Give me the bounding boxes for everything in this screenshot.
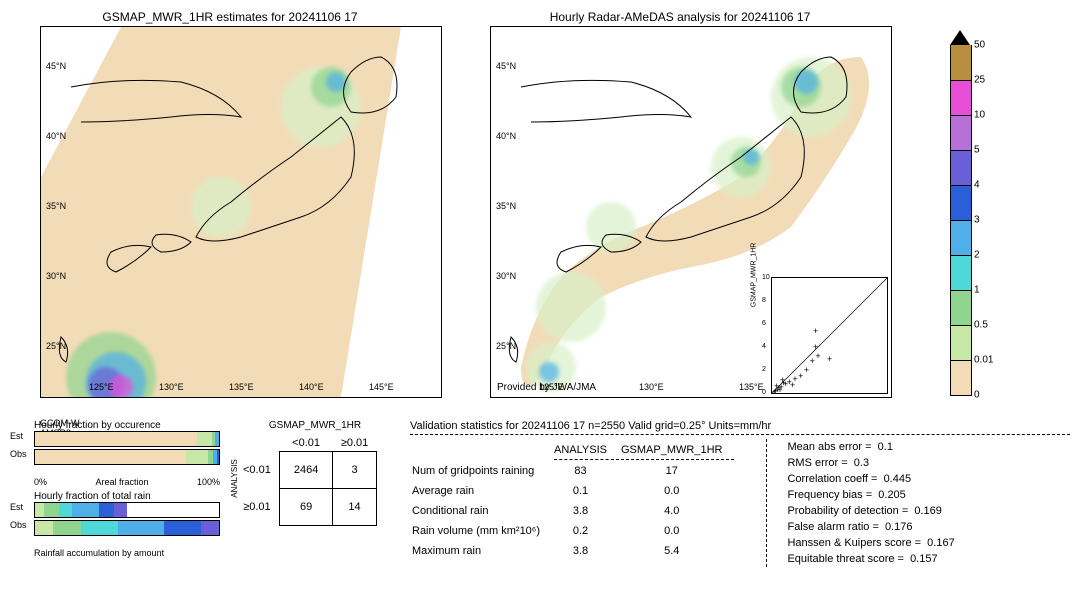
lon-tick: 130°E [159,382,184,392]
left-map-title: GSMAP_MWR_1HR estimates for 20241106 17 [10,10,450,24]
lat-tick: 25°N [496,341,516,351]
stats-val: 0.0 [621,522,734,540]
lon-tick: 130°E [639,382,664,392]
stats-panel: Validation statistics for 20241106 17 n=… [410,420,1070,600]
stats-title: Validation statistics for 20241106 17 n=… [410,420,1070,435]
cont-cell: 2464 [279,452,332,489]
lat-tick: 40°N [46,131,66,141]
lon-tick: 145°E [369,382,394,392]
colorbar-tick: 4 [974,180,980,191]
contingency-panel: GSMAP_MWR_1HR ANALYSIS <0.01≥0.01<0.0124… [235,420,395,600]
lat-tick: 30°N [46,271,66,281]
stats-val: 0.1 [554,482,619,500]
lat-tick: 45°N [496,61,516,71]
lat-tick: 40°N [496,131,516,141]
left-map-panel: GSMAP_MWR_1HR estimates for 20241106 17 … [10,10,450,410]
lat-tick: 30°N [496,271,516,281]
stats-metric: Probability of detection = 0.169 [787,503,954,519]
colorbar-tick: 0.01 [974,355,993,366]
cont-cell: 14 [333,489,376,526]
lon-tick: 135°E [229,382,254,392]
contingency-title: GSMAP_MWR_1HR [235,420,395,431]
bottom-row: Hourly fraction by occurence EstObs 0% A… [10,420,1070,600]
lat-tick: 35°N [496,201,516,211]
top-row: GSMAP_MWR_1HR estimates for 20241106 17 … [10,10,1070,410]
fraction-panel: Hourly fraction by occurence EstObs 0% A… [10,420,220,600]
frac-row-label: Obs [10,520,27,530]
scatter-plot: ++++++++++++++++++++ANALYSISGSMAP_MWR_1H… [771,277,888,394]
stats-metric: Hanssen & Kuipers score = 0.167 [787,535,954,551]
stats-metric: RMS error = 0.3 [787,455,954,471]
stats-val: 4.0 [621,502,734,520]
stats-row-label: Rain volume (mm km²10⁶) [412,522,552,540]
sensor-label-1: GCOM-W [40,418,80,428]
stats-val: 0.2 [554,522,619,540]
stats-val: 3.8 [554,542,619,560]
stats-metrics: Mean abs error = 0.1RMS error = 0.3Corre… [766,439,954,567]
stats-row-label: Conditional rain [412,502,552,520]
right-map: Provided by JWA/JMA45°N40°N35°N30°N25°N1… [490,26,892,398]
cont-cell: 3 [333,452,376,489]
cont-cell: 69 [279,489,332,526]
frac-row-label: Est [10,431,23,441]
scatter-ylabel: GSMAP_MWR_1HR [751,242,758,307]
colorbar-tick: 50 [974,40,985,51]
stats-row-label: Maximum rain [412,542,552,560]
stats-row-label: Num of gridpoints raining [412,462,552,480]
lat-tick: 35°N [46,201,66,211]
fraction-occurrence: Est Obs [10,431,220,471]
frac-xlabel: Areal fraction [95,477,148,487]
frac-row-label: Obs [10,449,27,459]
stats-metric: Frequency bias = 0.205 [787,487,954,503]
stats-val: 17 [621,462,734,480]
cont-row-header: <0.01 [235,452,279,489]
fraction-total: Est Obs [10,502,220,542]
right-map-panel: Hourly Radar-AMeDAS analysis for 2024110… [460,10,900,410]
cont-col-header: <0.01 [279,435,332,452]
cont-col-header: ≥0.01 [333,435,376,452]
stats-row-label: Average rain [412,482,552,500]
lat-tick: 45°N [46,61,66,71]
frac-x1: 100% [197,477,220,487]
cont-row-header: ≥0.01 [235,489,279,526]
frac-x0: 0% [34,477,47,487]
stats-table: ANALYSISGSMAP_MWR_1HR Num of gridpoints r… [410,439,736,562]
stats-metric: False alarm ratio = 0.176 [787,519,954,535]
left-map: 45°N 40°N 35°N 30°N 25°N 125°E 130°E 135°E 140°E… [40,26,442,398]
stats-col-header: ANALYSIS [554,441,619,460]
right-map-title: Hourly Radar-AMeDAS analysis for 2024110… [460,10,900,24]
stats-left-col: ANALYSISGSMAP_MWR_1HR Num of gridpoints r… [410,439,736,567]
lat-tick: 25°N [46,341,66,351]
lon-tick: 125°E [539,382,564,392]
colorbar-tick: 25 [974,75,985,86]
colorbar-tick: 1 [974,285,980,296]
contingency-table: <0.01≥0.01<0.0124643≥0.016914 [235,435,377,526]
stats-val: 5.4 [621,542,734,560]
lon-tick: 140°E [299,382,324,392]
stats-col-header: GSMAP_MWR_1HR [621,441,734,460]
stats-metric: Correlation coeff = 0.445 [787,471,954,487]
fraction-title-3: Rainfall accumulation by amount [34,548,220,558]
stats-metric: Equitable threat score = 0.157 [787,551,954,567]
colorbar-tick: 0.5 [974,320,988,331]
frac-row-label: Est [10,502,23,512]
stats-val: 3.8 [554,502,619,520]
colorbar-tick: 5 [974,145,980,156]
colorbar-tick: 3 [974,215,980,226]
colorbar-tick: 2 [974,250,980,261]
lon-tick: 125°E [89,382,114,392]
colorbar-tick: 0 [974,390,980,401]
colorbar: 00.010.512345102550 [950,30,970,400]
stats-val: 0.0 [621,482,734,500]
fraction-title-2: Hourly fraction of total rain [34,491,220,502]
lon-tick: 135°E [739,382,764,392]
contingency-row-label: ANALYSIS [230,459,239,498]
colorbar-tick: 10 [974,110,985,121]
stats-val: 83 [554,462,619,480]
stats-metric: Mean abs error = 0.1 [787,439,954,455]
